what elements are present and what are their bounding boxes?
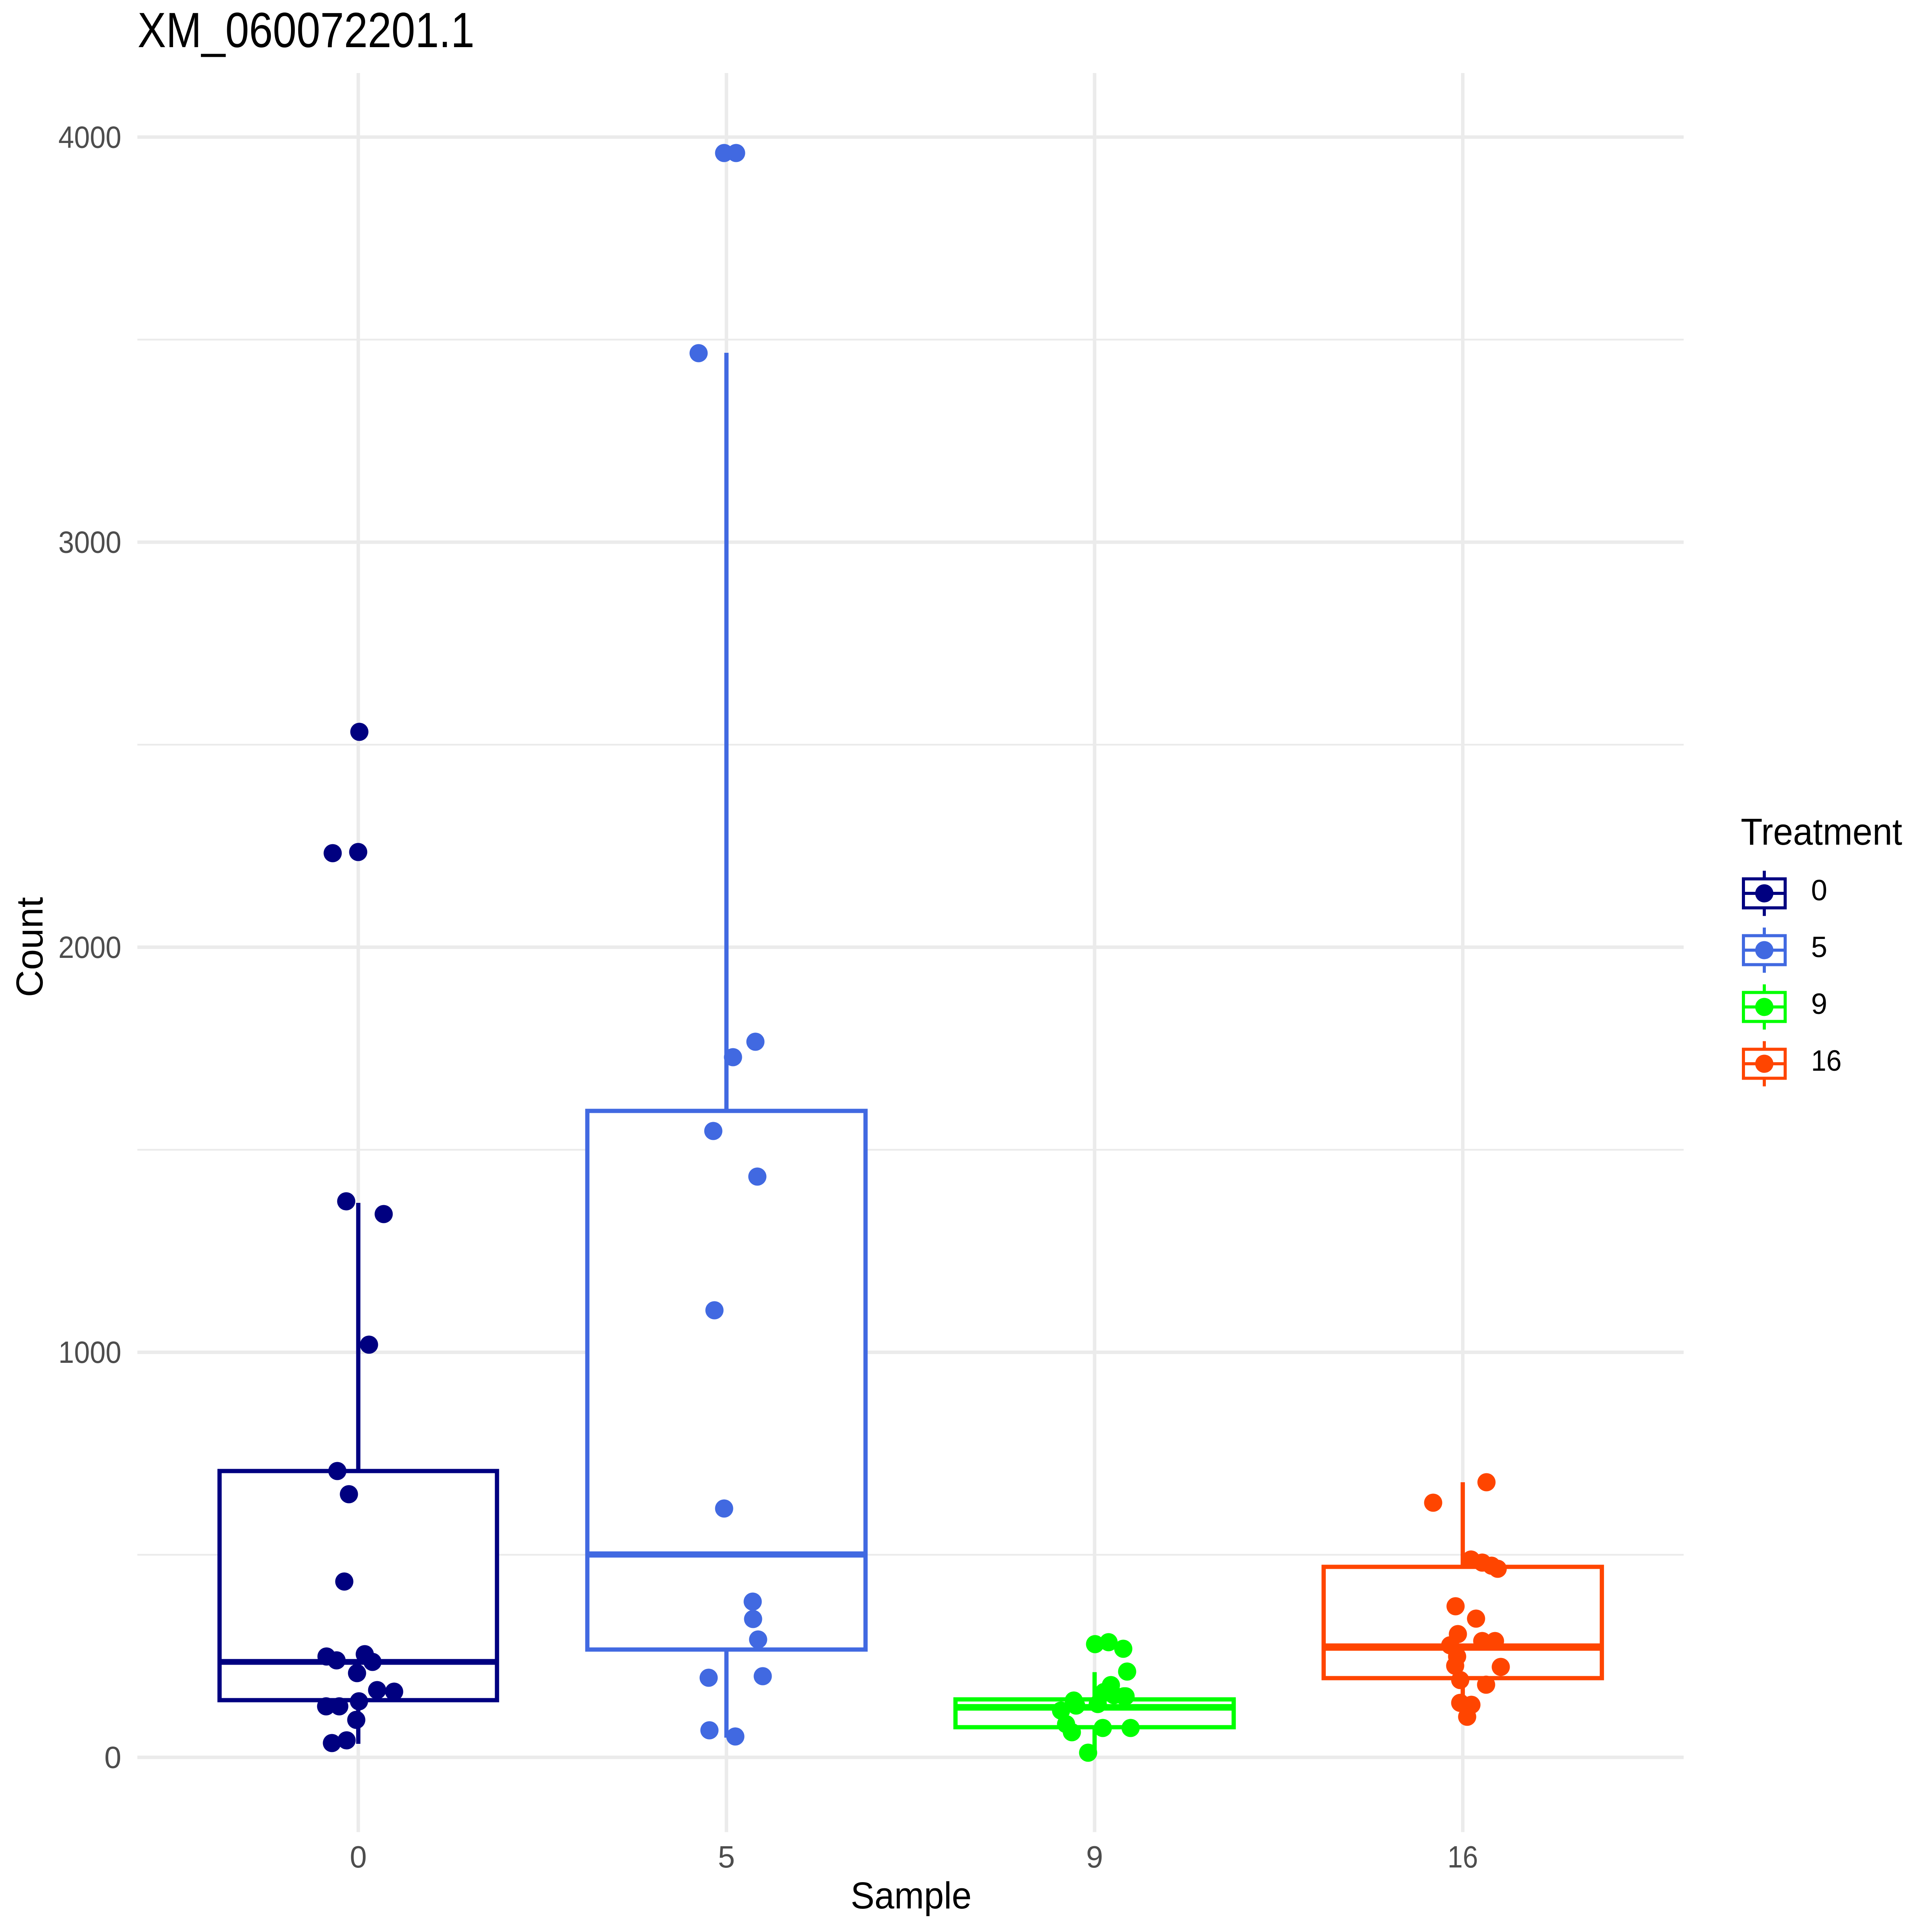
svg-text:0: 0 bbox=[350, 1840, 367, 1874]
svg-text:Count: Count bbox=[9, 897, 51, 997]
svg-text:5: 5 bbox=[718, 1840, 735, 1874]
svg-text:16: 16 bbox=[1811, 1044, 1842, 1077]
svg-text:3000: 3000 bbox=[58, 525, 121, 560]
svg-text:5: 5 bbox=[1811, 931, 1827, 964]
svg-text:XM_060072201.1: XM_060072201.1 bbox=[138, 3, 474, 58]
svg-text:0: 0 bbox=[1811, 874, 1827, 907]
svg-text:Sample: Sample bbox=[851, 1874, 972, 1917]
svg-text:Treatment: Treatment bbox=[1741, 811, 1902, 853]
svg-text:16: 16 bbox=[1447, 1840, 1478, 1874]
svg-text:9: 9 bbox=[1086, 1840, 1103, 1874]
svg-text:4000: 4000 bbox=[58, 120, 121, 154]
svg-text:0: 0 bbox=[104, 1740, 121, 1775]
svg-text:1000: 1000 bbox=[58, 1335, 121, 1369]
svg-text:9: 9 bbox=[1811, 988, 1827, 1020]
svg-text:2000: 2000 bbox=[58, 930, 121, 964]
